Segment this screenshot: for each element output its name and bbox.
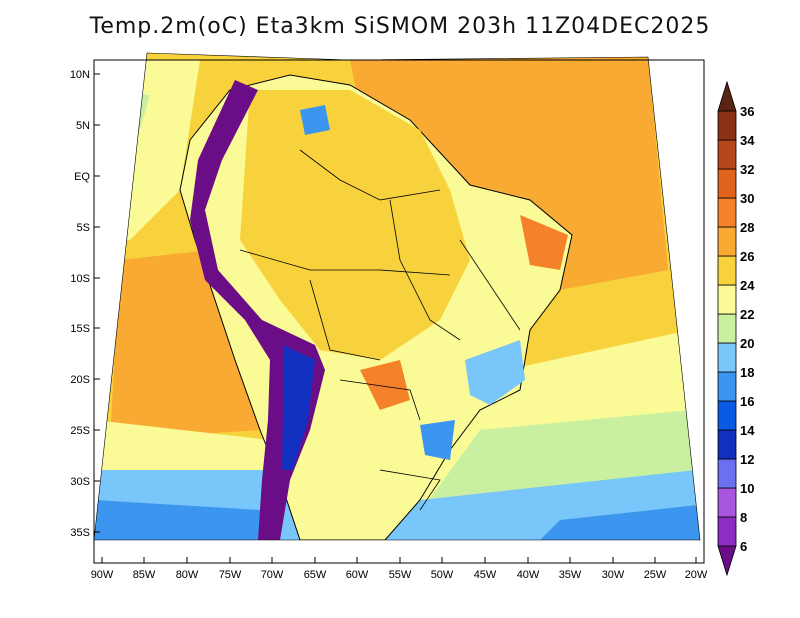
colorbar-segment xyxy=(717,400,737,431)
lat-label: 15S xyxy=(70,323,90,335)
northeast-hot-zone xyxy=(520,215,568,270)
colorbar-label: 10 xyxy=(740,481,754,496)
lat-label: 25S xyxy=(70,425,90,437)
border-line xyxy=(459,239,521,331)
colorbar-label: 18 xyxy=(740,365,754,380)
lat-label: 5N xyxy=(76,120,90,132)
colorbar-segment xyxy=(717,139,737,170)
longitude-axis: 90W 85W 80W 75W 70W 65W 60W 55W 50W 45W … xyxy=(91,557,708,581)
southeast-highlands xyxy=(465,340,525,405)
south-atlantic-coldest xyxy=(540,505,700,540)
country-borders xyxy=(239,149,521,511)
colorbar-label: 12 xyxy=(740,452,754,467)
colorbar-label: 16 xyxy=(740,394,754,409)
lat-label: 30S xyxy=(70,476,90,488)
south-pacific-mild xyxy=(94,420,300,480)
lon-label: 90W xyxy=(91,569,114,581)
lat-label: 10S xyxy=(70,273,90,285)
chaco-hot-zone xyxy=(360,360,410,410)
lon-label: 30W xyxy=(602,569,625,581)
lon-label: 35W xyxy=(559,569,582,581)
lat-label: 20S xyxy=(70,374,90,386)
colorbar-max-triangle xyxy=(717,80,737,112)
colorbar-segment xyxy=(717,429,737,460)
colorbar-segment xyxy=(717,487,737,518)
map-domain xyxy=(94,53,700,540)
lon-label: 40W xyxy=(517,569,540,581)
colorbar: 6 8 10 12 14 16 18 20 22 24 26 28 30 32 34 36 xyxy=(717,80,755,577)
lon-label: 85W xyxy=(133,569,156,581)
lon-label: 60W xyxy=(346,569,369,581)
colorbar-segment xyxy=(717,110,737,141)
latitude-axis: 10N 5N EQ 5S 10S 15S 20S 25S 30S 35S xyxy=(70,69,100,539)
colorbar-segment xyxy=(717,342,737,373)
lat-label: 5S xyxy=(77,222,90,234)
colorbar-segment xyxy=(717,516,737,547)
guiana-highlands xyxy=(300,105,330,135)
colorbar-label: 6 xyxy=(740,539,747,554)
lon-label: 65W xyxy=(304,569,327,581)
colorbar-segment xyxy=(717,313,737,344)
lon-label: 55W xyxy=(389,569,412,581)
lon-label: 70W xyxy=(261,569,284,581)
colorbar-segment xyxy=(717,458,737,489)
lon-label: 80W xyxy=(176,569,199,581)
colorbar-segment xyxy=(717,197,737,228)
colorbar-label: 22 xyxy=(740,307,754,322)
border-line xyxy=(389,199,461,341)
lat-label: 35S xyxy=(70,527,90,539)
lon-label: 25W xyxy=(644,569,667,581)
colorbar-segment xyxy=(717,255,737,286)
colorbar-label: 24 xyxy=(740,278,755,293)
south-pacific-cold xyxy=(94,500,270,540)
border-line xyxy=(339,379,421,421)
colorbar-label: 28 xyxy=(740,220,754,235)
lon-label: 50W xyxy=(431,569,454,581)
colorbar-segment xyxy=(717,284,737,315)
colorbar-label: 32 xyxy=(740,162,754,177)
lat-label: EQ xyxy=(74,171,90,183)
border-line xyxy=(299,149,441,201)
lon-label: 20W xyxy=(685,569,708,581)
lon-label: 75W xyxy=(219,569,242,581)
colorbar-segment xyxy=(717,226,737,257)
colorbar-segment xyxy=(717,371,737,402)
amazon-warm-zone xyxy=(240,90,470,360)
lon-label: 45W xyxy=(474,569,497,581)
border-line xyxy=(379,469,441,511)
colorbar-segment xyxy=(717,168,737,199)
colorbar-label: 26 xyxy=(740,249,754,264)
colorbar-label: 14 xyxy=(740,423,755,438)
south-highlands xyxy=(420,420,455,460)
map-title: Temp.2m(oC) Eta3km SiSMOM 203h 11Z04DEC2… xyxy=(89,14,711,39)
colorbar-label: 8 xyxy=(740,510,747,525)
domain-outline xyxy=(93,52,701,541)
colorbar-min-triangle xyxy=(717,545,737,577)
lat-label: 10N xyxy=(70,69,90,81)
border-line xyxy=(239,249,451,276)
colorbar-label: 30 xyxy=(740,191,754,206)
colorbar-label: 36 xyxy=(740,104,754,119)
andes-high-cold xyxy=(282,345,315,470)
colorbar-label: 34 xyxy=(740,133,755,148)
axes-frame xyxy=(93,59,705,564)
colorbar-label: 20 xyxy=(740,336,754,351)
border-line xyxy=(309,279,381,361)
atlantic-warm-zone xyxy=(350,57,668,290)
